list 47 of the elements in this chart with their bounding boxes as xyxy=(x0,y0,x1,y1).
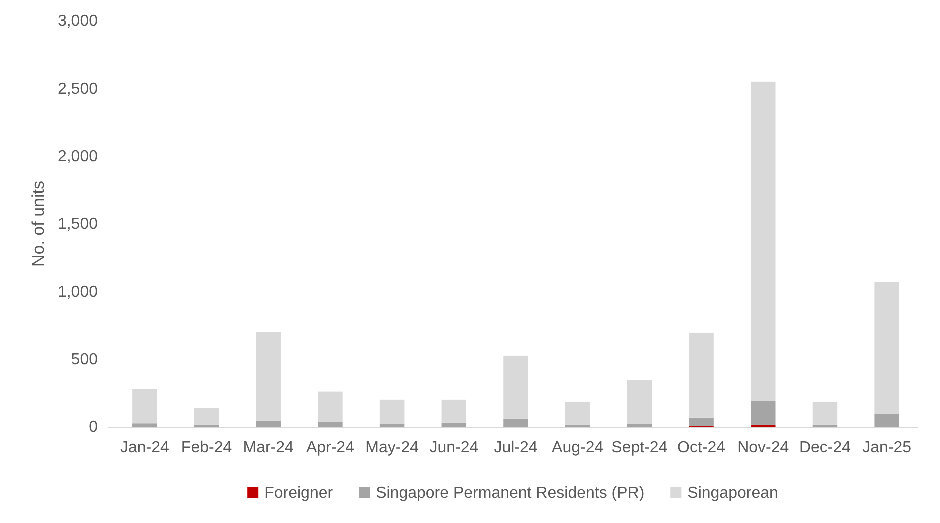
x-tick-label: Nov-24 xyxy=(738,439,790,456)
bar xyxy=(380,400,405,424)
y-tick-label: 3,000 xyxy=(58,13,98,30)
x-tick-label: Oct-24 xyxy=(678,439,726,456)
y-axis-title: No. of units xyxy=(29,181,48,267)
legend-label: Singapore Permanent Residents (PR) xyxy=(376,485,645,502)
bar xyxy=(751,82,776,402)
bar xyxy=(874,414,900,427)
bar xyxy=(504,418,528,427)
y-tick-label: 0 xyxy=(89,419,98,436)
bar xyxy=(318,422,343,427)
x-tick-label: Aug-24 xyxy=(552,439,604,456)
x-tick-label: Jul-24 xyxy=(494,439,538,456)
y-tick-label: 1,500 xyxy=(58,216,98,234)
y-tick-label: 2,500 xyxy=(58,80,98,98)
x-tick-label: Apr-24 xyxy=(306,439,355,456)
bar xyxy=(194,408,220,425)
x-tick-label: Jan-24 xyxy=(120,439,170,456)
x-tick-label: Dec-24 xyxy=(799,439,852,456)
x-tick-label: Jan-25 xyxy=(862,439,912,456)
bar xyxy=(627,424,652,427)
x-tick-label: Jun-24 xyxy=(430,439,479,456)
bar xyxy=(627,380,652,424)
bar xyxy=(256,332,281,421)
x-tick-label: May-24 xyxy=(366,439,420,456)
bar xyxy=(689,418,714,426)
x-tick-label: Sept-24 xyxy=(612,439,668,456)
bar xyxy=(132,389,158,424)
bar xyxy=(318,392,343,422)
bar xyxy=(565,402,590,425)
bar xyxy=(504,356,528,419)
legend-label: Foreigner xyxy=(264,485,334,502)
y-tick-label: 2,000 xyxy=(58,148,98,166)
bar xyxy=(874,282,900,414)
bar xyxy=(442,422,467,427)
bar xyxy=(751,401,776,425)
bar xyxy=(132,424,158,427)
x-tick-label: Feb-24 xyxy=(181,439,232,456)
bar xyxy=(442,400,467,423)
x-tick-label: Mar-24 xyxy=(243,439,294,456)
bar xyxy=(812,402,838,425)
bar xyxy=(689,332,714,418)
y-tick-label: 1,000 xyxy=(58,284,98,301)
y-tick-label: 500 xyxy=(71,351,98,368)
legend-label: Singaporean xyxy=(688,485,778,502)
bar xyxy=(256,420,281,427)
bar xyxy=(380,424,405,427)
